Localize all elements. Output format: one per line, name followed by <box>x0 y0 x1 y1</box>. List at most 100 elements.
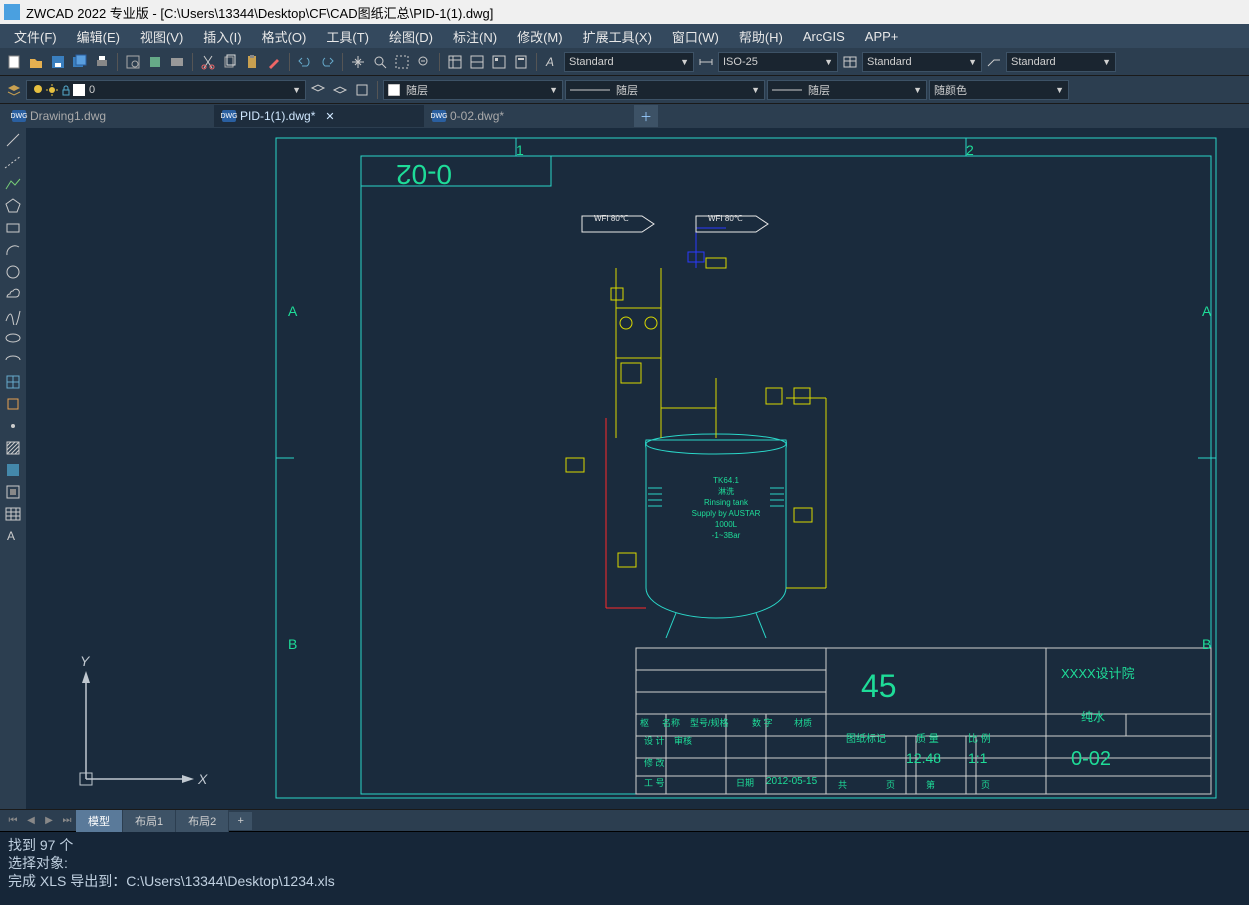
ellipsearc-button[interactable] <box>2 350 24 370</box>
menu-help[interactable]: 帮助(H) <box>729 24 793 49</box>
textstyle-dropdown[interactable]: Standard▼ <box>564 52 694 72</box>
layout-tab-1[interactable]: 布局1 <box>123 810 176 832</box>
mtext-button[interactable]: A <box>2 526 24 546</box>
linetype-icon <box>570 85 610 95</box>
block-button[interactable] <box>2 394 24 414</box>
designcenter-button[interactable] <box>467 52 487 72</box>
layout-tab-model[interactable]: 模型 <box>76 810 123 832</box>
menu-edit[interactable]: 编辑(E) <box>67 24 130 49</box>
dimstyle-dropdown[interactable]: ISO-25▼ <box>718 52 838 72</box>
rect-button[interactable] <box>2 218 24 238</box>
mleaderstyle-icon[interactable] <box>984 52 1004 72</box>
xline-button[interactable] <box>2 152 24 172</box>
layermatch-button[interactable] <box>308 80 328 100</box>
properties-button[interactable] <box>445 52 465 72</box>
new-button[interactable] <box>4 52 24 72</box>
polygon-button[interactable] <box>2 196 24 216</box>
revcloud-button[interactable] <box>2 284 24 304</box>
spline-button[interactable] <box>2 306 24 326</box>
tablestyle-icon[interactable] <box>840 52 860 72</box>
paste-button[interactable] <box>242 52 262 72</box>
doctab-drawing1[interactable]: DWG Drawing1.dwg <box>4 105 214 127</box>
doctab-label: 0-02.dwg* <box>450 109 504 123</box>
nav-last[interactable]: ⏭ <box>58 812 76 830</box>
plus-icon: ＋ <box>640 108 652 125</box>
layerprev-button[interactable] <box>330 80 350 100</box>
menu-file[interactable]: 文件(F) <box>4 24 67 49</box>
grid-col1-label: 1 <box>516 142 524 158</box>
tb-foot-l: 共 <box>838 778 847 791</box>
open-button[interactable] <box>26 52 46 72</box>
plot-button[interactable] <box>167 52 187 72</box>
menu-window[interactable]: 窗口(W) <box>662 24 729 49</box>
nav-prev[interactable]: ◀ <box>22 812 40 830</box>
insert-button[interactable] <box>2 372 24 392</box>
hatch-button[interactable] <box>2 438 24 458</box>
menu-insert[interactable]: 插入(I) <box>193 24 251 49</box>
toolpalettes-button[interactable] <box>489 52 509 72</box>
region-button[interactable] <box>2 482 24 502</box>
menu-arcgis[interactable]: ArcGIS <box>793 26 855 47</box>
pline-button[interactable] <box>2 174 24 194</box>
menu-view[interactable]: 视图(V) <box>130 24 193 49</box>
tb-proj: 纯水 <box>1081 708 1105 725</box>
layout-tab-add[interactable]: + <box>229 812 253 830</box>
layout-tab-2[interactable]: 布局2 <box>176 810 229 832</box>
print-button[interactable] <box>92 52 112 72</box>
zoom-button[interactable] <box>370 52 390 72</box>
pan-button[interactable] <box>348 52 368 72</box>
tb-foot-r2: 页 <box>981 778 990 791</box>
lineweight-icon <box>772 85 802 95</box>
cut-button[interactable] <box>198 52 218 72</box>
table-button[interactable] <box>2 504 24 524</box>
tb-foot-m: 页 <box>886 778 895 791</box>
menu-tools[interactable]: 工具(T) <box>316 24 379 49</box>
tank-line-4: 1000L <box>666 519 786 530</box>
doctab-new[interactable]: ＋ <box>634 105 658 127</box>
grid-rowA-left: A <box>288 303 297 319</box>
matchprop-button[interactable] <box>264 52 284 72</box>
dimstyle-icon[interactable] <box>696 52 716 72</box>
menu-express[interactable]: 扩展工具(X) <box>573 24 662 49</box>
redo-button[interactable] <box>317 52 337 72</box>
ellipse-button[interactable] <box>2 328 24 348</box>
linetype-dropdown[interactable]: 随层▼ <box>565 80 765 100</box>
doctab-pid1[interactable]: DWG PID-1(1).dwg* ✕ <box>214 105 424 127</box>
zoomwindow-button[interactable] <box>392 52 412 72</box>
command-window[interactable]: 找到 97 个 选择对象: 完成 XLS 导出到：C:\Users\13344\… <box>0 831 1249 905</box>
gradient-button[interactable] <box>2 460 24 480</box>
menu-modify[interactable]: 修改(M) <box>507 24 573 49</box>
nav-first[interactable]: ⏮ <box>4 812 22 830</box>
arc-button[interactable] <box>2 240 24 260</box>
saveall-button[interactable] <box>70 52 90 72</box>
color-dropdown[interactable]: 随层▼ <box>383 80 563 100</box>
tank-line-3: Supply by AUSTAR <box>666 508 786 519</box>
menu-draw[interactable]: 绘图(D) <box>379 24 443 49</box>
drawing-canvas[interactable]: 1 2 A A B B 0-02 WFI 80℃ WFI 80℃ TK64.1 … <box>26 128 1249 809</box>
circle-button[interactable] <box>2 262 24 282</box>
tablestyle-dropdown[interactable]: Standard▼ <box>862 52 982 72</box>
plotstyle-dropdown[interactable]: 随颜色▼ <box>929 80 1069 100</box>
textstyle-icon[interactable]: A <box>542 52 562 72</box>
undo-button[interactable] <box>295 52 315 72</box>
calc-button[interactable] <box>511 52 531 72</box>
layerstate-button[interactable] <box>352 80 372 100</box>
menu-format[interactable]: 格式(O) <box>252 24 317 49</box>
line-button[interactable] <box>2 130 24 150</box>
nav-next[interactable]: ▶ <box>40 812 58 830</box>
point-button[interactable] <box>2 416 24 436</box>
layerprops-button[interactable] <box>4 80 24 100</box>
layer-dropdown[interactable]: 0 ▼ <box>26 80 306 100</box>
menu-dim[interactable]: 标注(N) <box>443 24 507 49</box>
printpreview-button[interactable] <box>123 52 143 72</box>
doctab-002[interactable]: DWG 0-02.dwg* <box>424 105 634 127</box>
save-button[interactable] <box>48 52 68 72</box>
close-icon[interactable]: ✕ <box>325 110 334 123</box>
lineweight-dropdown[interactable]: 随层▼ <box>767 80 927 100</box>
publish-button[interactable] <box>145 52 165 72</box>
zoomprev-button[interactable] <box>414 52 434 72</box>
copy-button[interactable] <box>220 52 240 72</box>
mleaderstyle-dropdown[interactable]: Standard▼ <box>1006 52 1116 72</box>
wfi-label-2: WFI 80℃ <box>708 214 743 223</box>
menu-appplus[interactable]: APP+ <box>855 26 909 47</box>
